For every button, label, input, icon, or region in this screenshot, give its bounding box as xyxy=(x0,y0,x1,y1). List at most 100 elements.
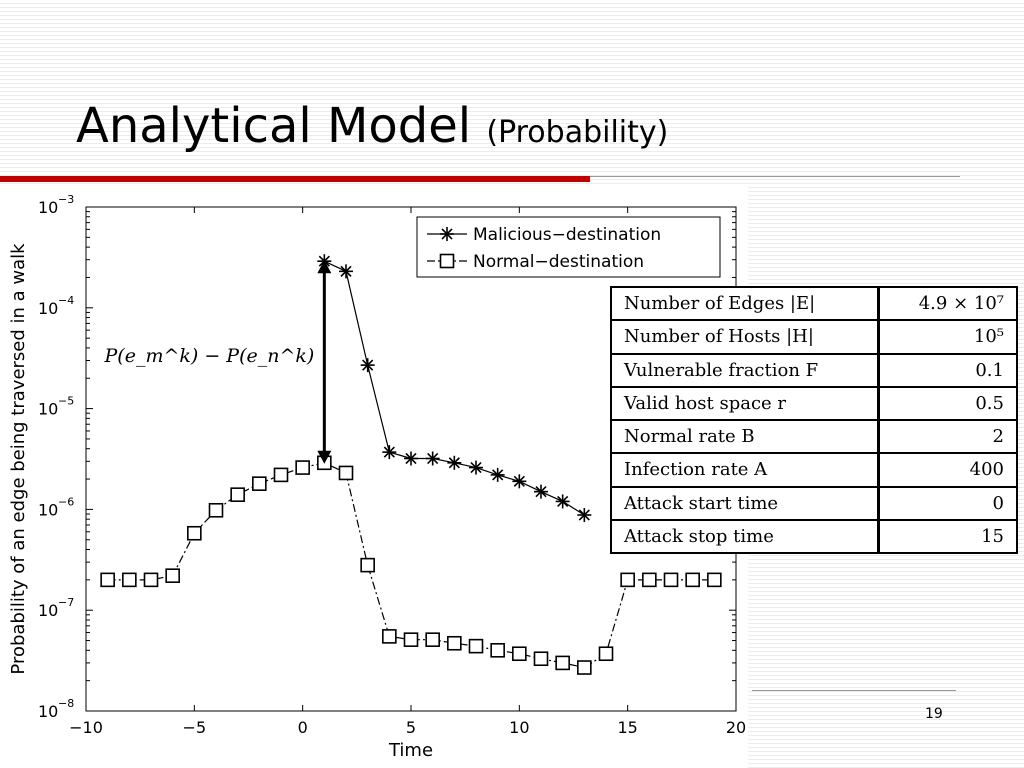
x-tick-label: 15 xyxy=(617,718,637,737)
x-tick-label: 0 xyxy=(298,718,308,737)
title-underline-accent xyxy=(0,176,590,182)
y-tick-label: 10 xyxy=(38,198,58,217)
parameter-value: 2 xyxy=(877,418,1018,455)
x-axis-label: Time xyxy=(388,740,433,761)
y-tick-exponent: −5 xyxy=(58,395,74,408)
data-point xyxy=(642,572,657,588)
data-point xyxy=(534,484,548,499)
data-point xyxy=(143,572,159,588)
parameter-value: 10⁵ xyxy=(877,319,1018,355)
series-normal-destination xyxy=(100,455,722,675)
parameter-name: Vulnerable fraction F xyxy=(610,352,880,388)
data-point xyxy=(620,572,635,588)
data-point xyxy=(512,646,527,662)
parameter-name: Number of Hosts |H| xyxy=(610,319,880,355)
footer-rule xyxy=(752,690,956,691)
data-point xyxy=(533,651,549,667)
parameter-row: Attack stop time 15 xyxy=(610,518,1018,555)
data-point xyxy=(707,572,722,588)
data-point xyxy=(100,572,115,588)
arrow-head-down xyxy=(317,450,332,464)
difference-label: P(e_m^k) − P(e_n^k) xyxy=(104,345,315,367)
y-tick-exponent: −4 xyxy=(58,294,74,307)
parameter-name: Normal rate B xyxy=(610,418,880,455)
data-point xyxy=(425,451,440,466)
data-point xyxy=(598,646,614,662)
parameter-row: Attack start time 0 xyxy=(610,485,1018,521)
parameter-value: 0 xyxy=(877,485,1018,521)
data-point xyxy=(339,264,353,279)
data-point xyxy=(425,632,440,647)
data-point xyxy=(273,467,289,483)
y-axis-label: Probability of an edge being traversed i… xyxy=(8,243,29,675)
slide-title: Analytical Model (Probability) xyxy=(76,100,668,153)
parameter-value: 15 xyxy=(877,518,1018,555)
data-point xyxy=(447,455,462,470)
data-point xyxy=(490,643,505,658)
arrow-head-up xyxy=(317,260,332,274)
data-point xyxy=(360,358,375,373)
data-point xyxy=(469,460,483,475)
data-point xyxy=(382,629,397,644)
slide-title-main: Analytical Model xyxy=(76,98,472,154)
data-point xyxy=(555,494,570,509)
parameter-row: Number of Edges |E| 4.9 × 10⁷ xyxy=(610,285,1018,322)
data-point xyxy=(165,568,180,583)
series-layer xyxy=(100,254,722,675)
chart-legend: Malicious−destination Normal−destination xyxy=(416,216,721,278)
parameter-name: Valid host space r xyxy=(610,385,880,422)
y-tick-exponent: −3 xyxy=(58,193,74,206)
legend-entry: Normal−destination xyxy=(427,252,644,272)
legend-box xyxy=(416,216,721,278)
data-point xyxy=(512,474,527,489)
data-point xyxy=(468,638,484,654)
parameter-name: Attack start time xyxy=(610,485,880,521)
annotation-layer: P(e_m^k) − P(e_n^k) xyxy=(104,260,332,464)
y-tick-exponent: −6 xyxy=(58,495,74,508)
title-underline-rule xyxy=(590,176,960,177)
legend-entry: Malicious−destination xyxy=(427,225,661,245)
parameter-row: Valid host space r 0.5 xyxy=(610,385,1018,422)
legend-label: Malicious−destination xyxy=(473,225,661,245)
data-point xyxy=(404,451,418,466)
data-point xyxy=(577,507,592,522)
series-line xyxy=(107,462,715,669)
parameter-name: Number of Edges |E| xyxy=(610,285,880,322)
data-point xyxy=(230,487,245,502)
y-tick-exponent: −7 xyxy=(58,596,74,609)
slide-subtitle: (Probability) xyxy=(486,115,669,150)
data-point xyxy=(555,655,570,671)
data-point xyxy=(208,502,224,518)
x-tick-label: −5 xyxy=(183,718,207,737)
x-tick-label: 5 xyxy=(406,718,416,737)
y-tick-label: 10 xyxy=(38,400,58,419)
parameter-name: Infection rate A xyxy=(610,452,880,488)
parameter-name: Attack stop time xyxy=(610,518,880,555)
data-point xyxy=(295,460,310,475)
data-point xyxy=(447,635,462,651)
y-tick-label: 10 xyxy=(38,299,58,318)
parameter-value: 0.5 xyxy=(877,385,1018,422)
data-point xyxy=(685,572,700,588)
data-point xyxy=(490,467,505,482)
y-tick-label: 10 xyxy=(38,702,58,721)
data-point xyxy=(382,445,397,460)
parameter-row: Vulnerable fraction F 0.1 xyxy=(610,352,1018,388)
data-point xyxy=(187,525,202,541)
data-point xyxy=(122,572,137,588)
data-point xyxy=(403,632,419,647)
x-tick-label: 10 xyxy=(509,718,529,737)
parameters-table: Number of Edges |E| 4.9 × 10⁷ Number of Ho… xyxy=(610,285,1018,555)
data-point xyxy=(338,465,354,481)
parameters-table-body: Number of Edges |E| 4.9 × 10⁷ Number of Ho… xyxy=(610,285,1018,555)
series-malicious-destination xyxy=(317,254,592,522)
parameter-value: 400 xyxy=(877,452,1018,488)
data-point xyxy=(663,572,679,588)
y-tick-exponent: −8 xyxy=(58,697,74,710)
y-tick-label: 10 xyxy=(38,500,58,519)
x-tick-label: −10 xyxy=(69,718,103,737)
y-tick-label: 10 xyxy=(38,601,58,620)
page-number: 19 xyxy=(925,706,943,722)
